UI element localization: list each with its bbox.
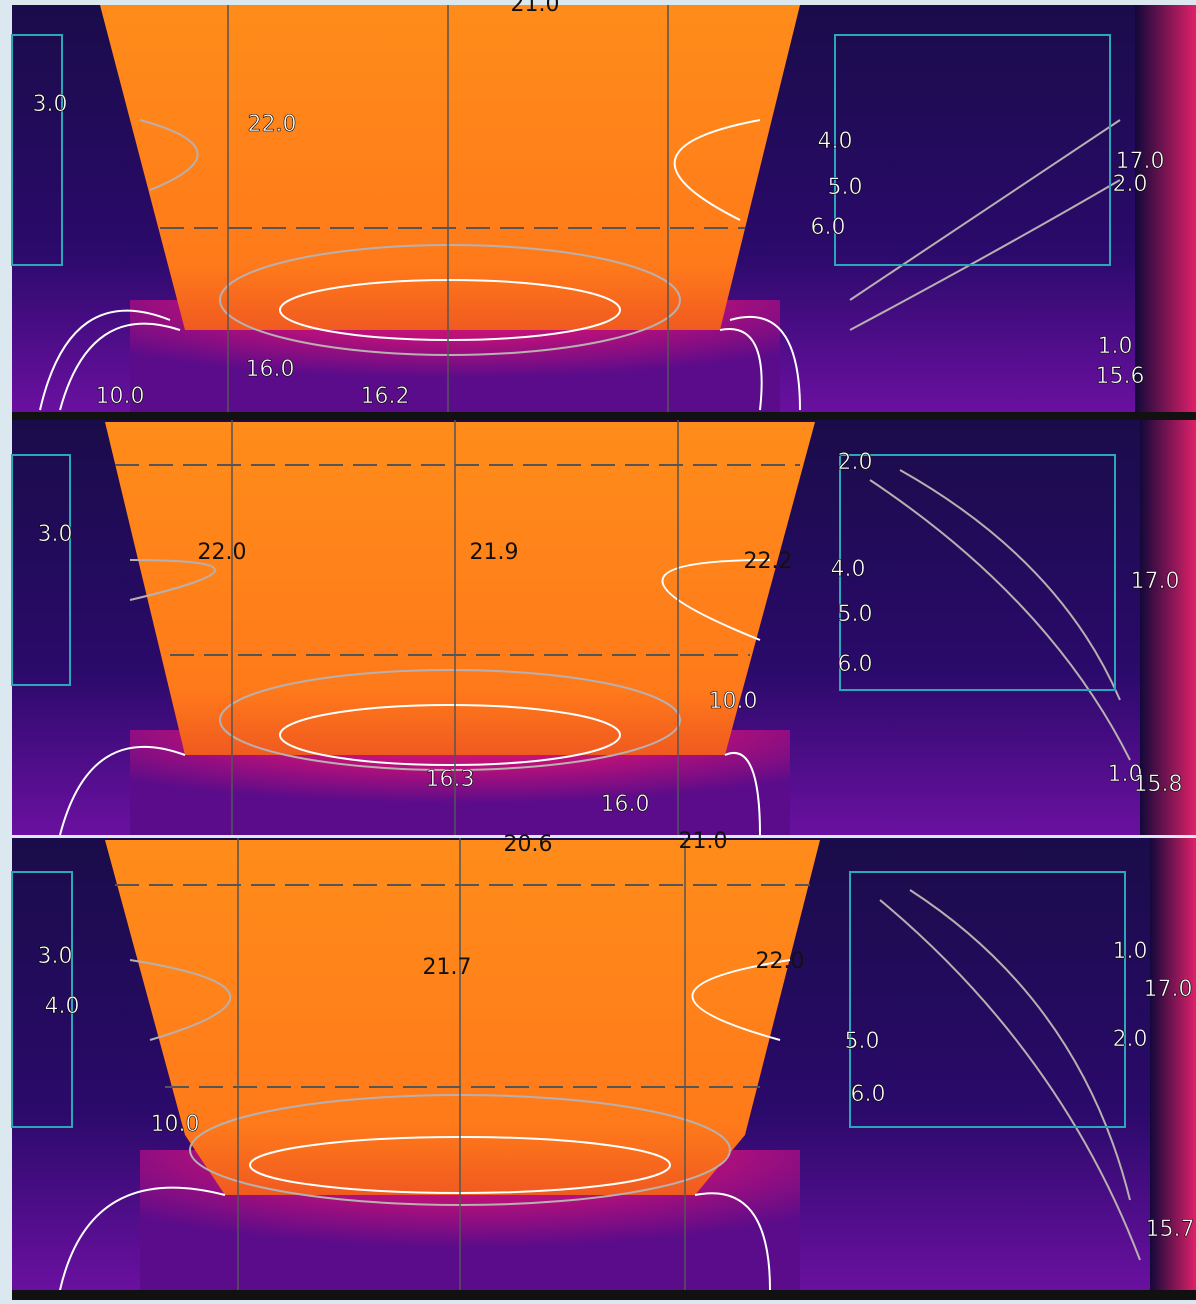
contour-label: 1.0 — [1098, 334, 1133, 359]
contour-label: 10.0 — [151, 1112, 200, 1137]
contour-label: 22.2 — [744, 549, 793, 574]
contour-label: 5.0 — [828, 175, 863, 200]
contour-label: 17.0 — [1116, 149, 1165, 174]
panel: 3.0 22.0 21.9 22.2 2.0 4.0 17.0 5.0 6.0 … — [12, 420, 1196, 835]
contour-label: 16.0 — [246, 357, 295, 382]
contour-label: 1.0 — [1113, 939, 1148, 964]
contour-label: 2.0 — [1113, 172, 1148, 197]
contour-label: 2.0 — [1113, 1027, 1148, 1052]
contour-label: 20.6 — [504, 832, 553, 857]
contour-label: 4.0 — [831, 557, 866, 582]
contour-label: 3.0 — [33, 92, 68, 117]
contour-label: 4.0 — [818, 129, 853, 154]
contour-label: 6.0 — [811, 215, 846, 240]
contour-label: 17.0 — [1144, 977, 1193, 1002]
contour-label: 22.0 — [248, 112, 297, 137]
contour-label: 15.6 — [1096, 364, 1145, 389]
contour-label: 3.0 — [38, 522, 73, 547]
contour-label: 16.0 — [601, 792, 650, 817]
contour-label: 10.0 — [96, 384, 145, 409]
panel: 20.6 21.0 3.0 4.0 21.7 22.0 1.0 17.0 5.0… — [12, 829, 1196, 1290]
contour-label: 16.3 — [426, 767, 475, 792]
contour-label: 21.7 — [423, 955, 472, 980]
contour-label: 16.2 — [361, 384, 410, 409]
contour-label: 5.0 — [838, 602, 873, 627]
contour-label: 21.9 — [470, 540, 519, 565]
contour-label: 21.0 — [511, 0, 560, 17]
contour-label: 2.0 — [838, 450, 873, 475]
contour-label: 17.0 — [1131, 569, 1180, 594]
contour-label: 6.0 — [851, 1082, 886, 1107]
contour-label: 15.7 — [1146, 1217, 1195, 1242]
contour-label: 22.0 — [198, 540, 247, 565]
simulation-view: 21.0 3.0 22.0 4.0 5.0 6.0 17.0 2.0 16.0 … — [0, 0, 1196, 1300]
contour-label: 15.8 — [1134, 772, 1183, 797]
contour-label: 21.0 — [679, 829, 728, 854]
contour-label: 4.0 — [45, 994, 80, 1019]
contour-label: 3.0 — [38, 944, 73, 969]
contour-label: 10.0 — [709, 689, 758, 714]
contour-label: 5.0 — [845, 1029, 880, 1054]
contour-label: 22.0 — [756, 949, 805, 974]
contour-label: 6.0 — [838, 652, 873, 677]
panel: 21.0 3.0 22.0 4.0 5.0 6.0 17.0 2.0 16.0 … — [12, 0, 1196, 412]
